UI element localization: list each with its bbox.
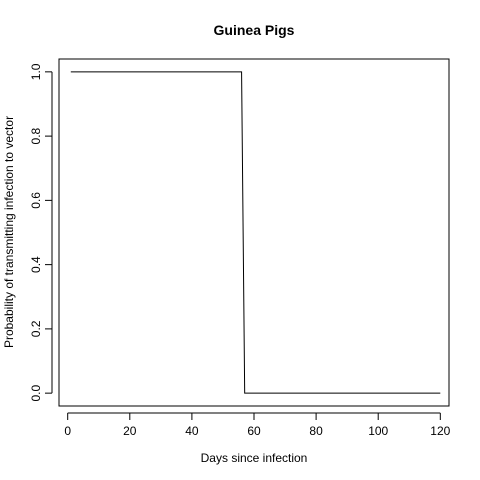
x-axis-label: Days since infection	[201, 451, 308, 465]
x-axis: 0 20 40 60 80 100 120	[64, 412, 451, 438]
series-layer	[70, 71, 441, 394]
y-axis: 0.0 0.2 0.4 0.6 0.8 1.0	[29, 63, 53, 401]
x-tick-label: 80	[309, 424, 323, 438]
x-tick-label: 20	[123, 424, 137, 438]
y-tick-label: 0.4	[29, 256, 43, 273]
y-axis-label: Probability of transmitting infection to…	[2, 116, 16, 348]
y-tick-label: 0.0	[29, 384, 43, 401]
x-tick-label: 120	[430, 424, 450, 438]
y-tick-label: 0.8	[29, 127, 43, 144]
x-tick-label: 60	[247, 424, 261, 438]
y-tick-label: 0.6	[29, 192, 43, 209]
x-tick-label: 100	[368, 424, 388, 438]
plot-frame	[58, 58, 450, 407]
y-tick-label: 0.2	[29, 320, 43, 337]
series-line-0	[70, 71, 441, 394]
x-tick-label: 0	[64, 424, 71, 438]
y-tick-label: 1.0	[29, 63, 43, 80]
x-tick-label: 40	[185, 424, 199, 438]
chart-title: Guinea Pigs	[214, 22, 295, 38]
